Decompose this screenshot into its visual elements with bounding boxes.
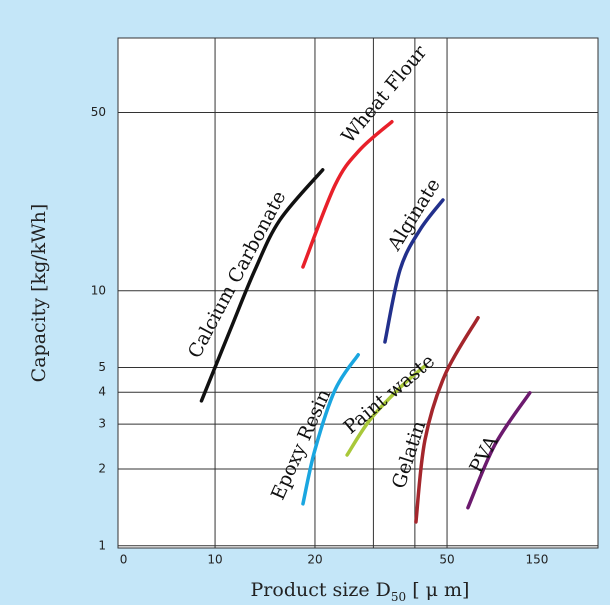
series-line xyxy=(301,120,394,269)
y-tick-label: 50 xyxy=(91,105,106,119)
series-line xyxy=(414,315,480,524)
x-label-sub: 50 xyxy=(391,590,406,604)
x-label-main: Product size D xyxy=(251,579,391,601)
y-axis-label: Capacity [kg/kWh] xyxy=(28,204,50,383)
x-tick-label: 10 xyxy=(207,553,222,567)
y-tick-label: 2 xyxy=(98,462,106,476)
x-axis-label: Product size D50 [ μ m] xyxy=(251,579,470,604)
x-tick: 0 xyxy=(120,553,128,567)
series-line xyxy=(345,364,427,457)
series-line xyxy=(199,168,325,403)
y-tick-label: 10 xyxy=(91,283,106,297)
x-tick-label: 0 xyxy=(120,553,128,567)
x-tick-label: 150 xyxy=(526,553,549,567)
series-line xyxy=(383,198,445,344)
x-tick: 10 xyxy=(207,553,222,567)
y-tick-label: 1 xyxy=(98,538,106,552)
x-tick-label: 50 xyxy=(439,553,454,567)
y-tick-label: 3 xyxy=(98,417,106,431)
x-tick-label: 20 xyxy=(307,553,322,567)
y-tick-label: 4 xyxy=(98,385,106,399)
plot-area xyxy=(117,37,599,549)
series-line xyxy=(466,391,532,510)
x-tick: 20 xyxy=(307,553,322,567)
series-line xyxy=(301,353,360,506)
x-label-unit: [ μ m] xyxy=(412,579,469,601)
x-tick: 50 xyxy=(439,553,454,567)
y-tick-label: 5 xyxy=(98,360,106,374)
x-tick: 150 xyxy=(526,553,549,567)
